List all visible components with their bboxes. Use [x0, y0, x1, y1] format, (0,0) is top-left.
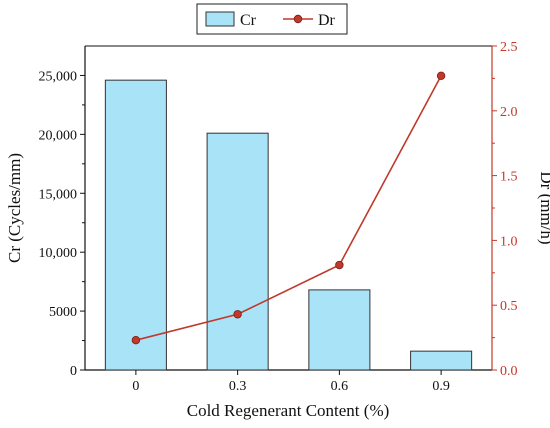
- bar-cr-3: [410, 350, 473, 371]
- x-tick-label-1: 0.3: [229, 379, 247, 394]
- bars-group: [104, 79, 473, 371]
- y-tick-label-3: 15,000: [39, 187, 78, 202]
- x-tick-label-0: 0: [132, 379, 139, 394]
- x-axis-title: Cold Regenerant Content (%): [187, 401, 390, 420]
- y2-axis-title: Dr (mm/h): [537, 171, 550, 244]
- x-tick-label-2: 0.6: [331, 379, 349, 394]
- line-dr: [135, 75, 442, 341]
- dr-line-group: [131, 71, 446, 345]
- y-tick-label-2: 10,000: [39, 246, 78, 261]
- legend: Cr Dr: [196, 3, 348, 35]
- y-tick-label-1: 5000: [49, 305, 77, 320]
- y2-tick-label-5: 2.5: [500, 40, 518, 55]
- point-dr-0: [131, 335, 141, 345]
- legend-swatch-cr: [205, 11, 235, 27]
- y-tick-label-0: 0: [70, 364, 77, 379]
- y2-tick-label-0: 0.0: [500, 364, 518, 379]
- y2-tick-label-4: 2.0: [500, 105, 518, 120]
- y2-tick-label-1: 0.5: [500, 299, 518, 314]
- point-dr-1: [233, 310, 242, 319]
- legend-marker-dr: [293, 14, 303, 24]
- bar-cr-0: [104, 79, 167, 371]
- bar-cr-1: [206, 132, 269, 371]
- x-tick-label-3: 0.9: [432, 379, 450, 394]
- y-tick-label-4: 20,000: [39, 128, 78, 143]
- point-dr-3: [436, 71, 446, 81]
- y2-tick-label-2: 1.0: [500, 234, 518, 249]
- y2-tick-label-3: 1.5: [500, 170, 518, 185]
- y-tick-label-5: 25,000: [39, 69, 78, 84]
- point-dr-2: [335, 260, 344, 270]
- bar-cr-2: [308, 289, 371, 371]
- legend-label-cr: Cr: [240, 12, 257, 29]
- y-axis-title: Cr (Cycles/mm): [5, 153, 24, 263]
- legend-label-dr: Dr: [318, 12, 336, 29]
- axis-ticks-group: 0 0.3 0.6 0.9 0 5000 10,000 15,000 20,000 25,000 0…: [39, 40, 518, 394]
